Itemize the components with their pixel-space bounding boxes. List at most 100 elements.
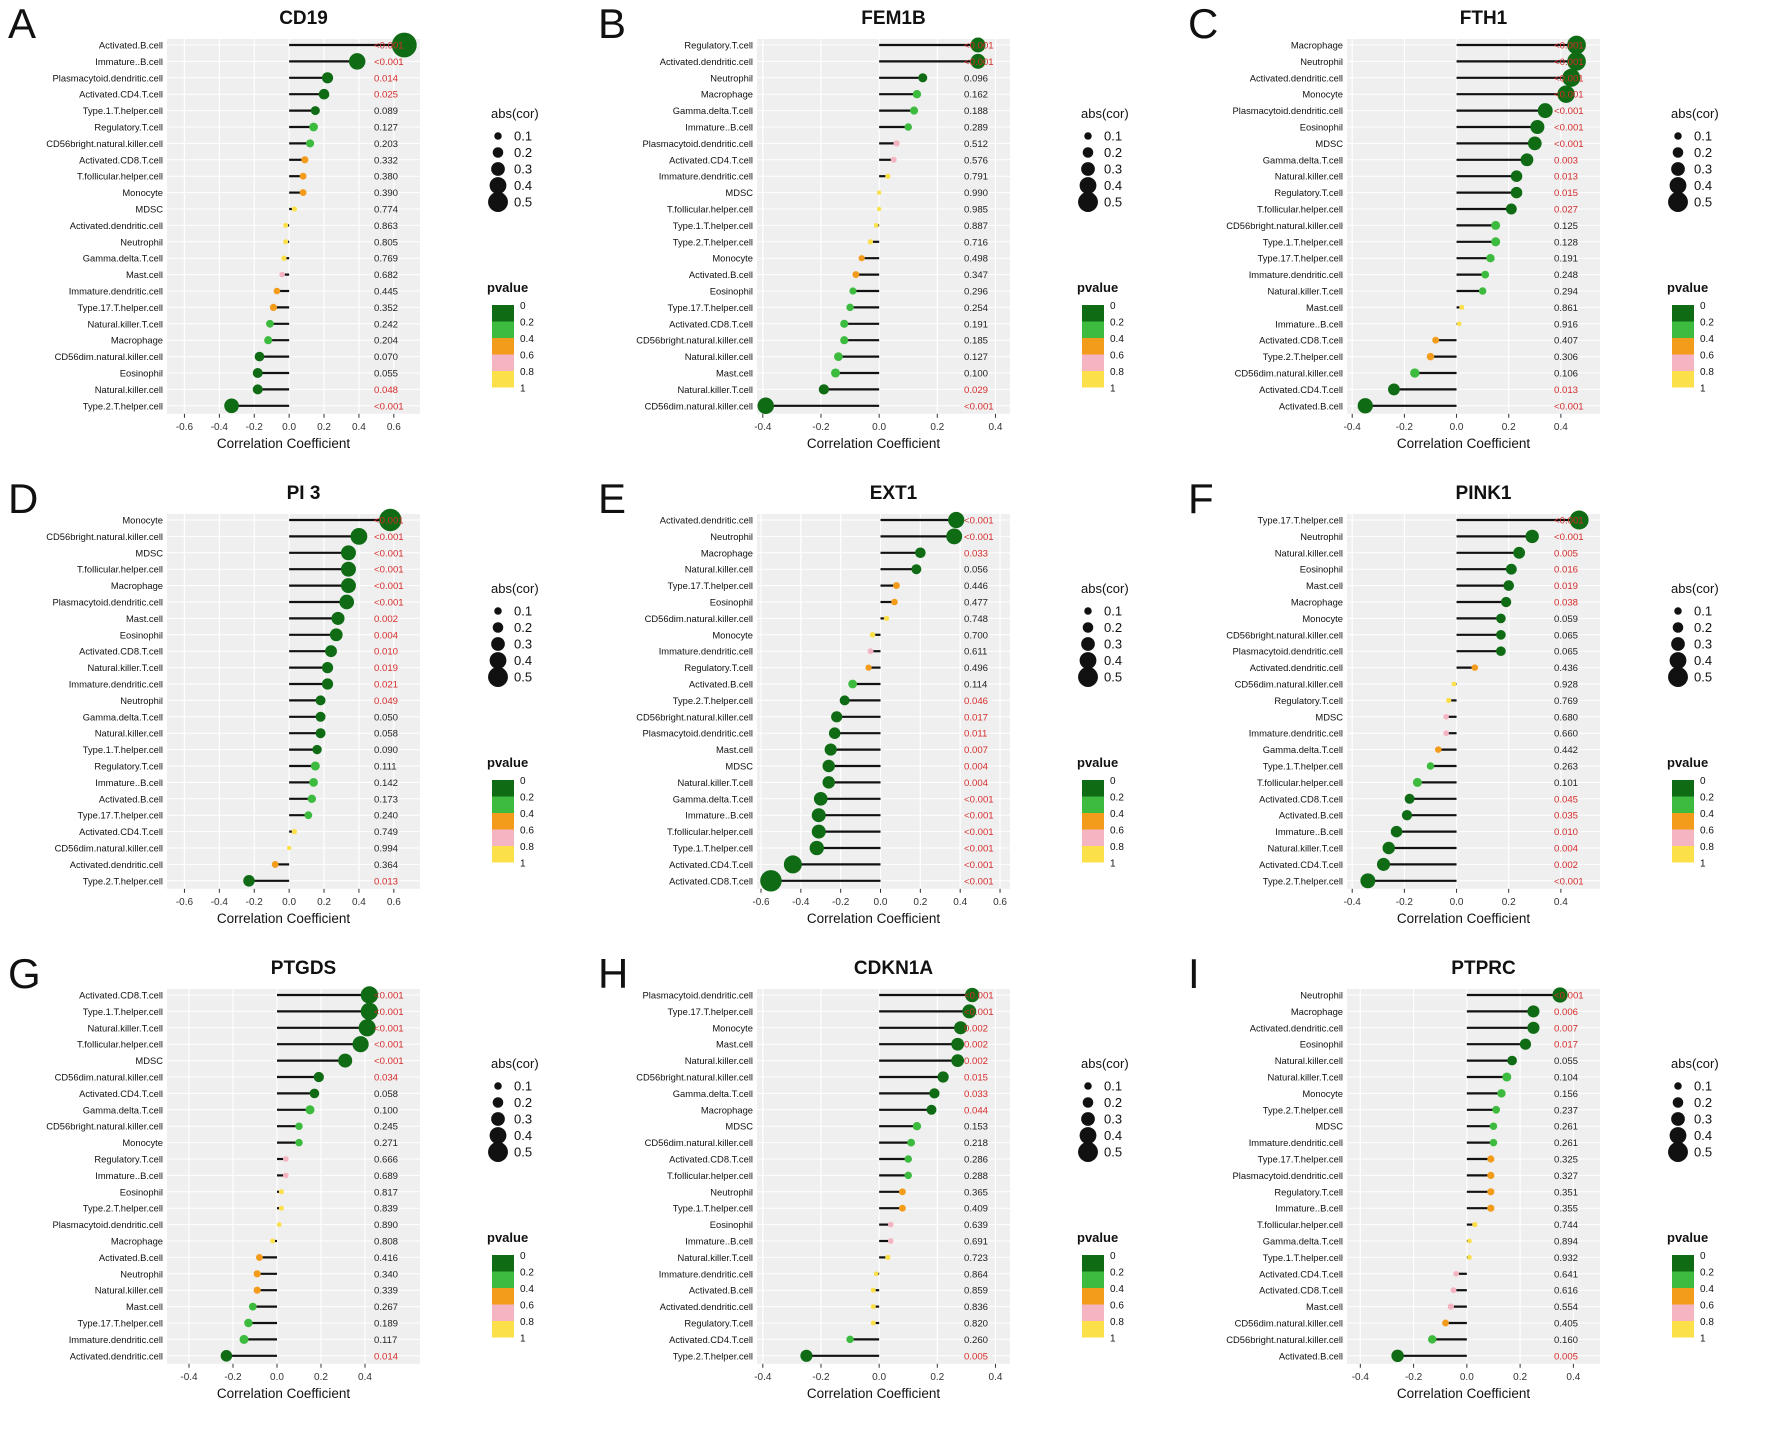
y-tick-label: CD56dim.natural.killer.cell <box>1235 368 1343 379</box>
pvalue-label: 0.035 <box>1554 811 1578 822</box>
pvalue-label: <0.001 <box>374 548 404 559</box>
x-tick-label: 0.0 <box>282 897 296 908</box>
x-tick-label: 0.4 <box>953 897 967 908</box>
size-legend-key <box>494 132 502 140</box>
lollipop-point <box>951 1054 965 1067</box>
lollipop-point <box>310 106 320 116</box>
lollipop-point <box>391 32 417 58</box>
pvalue-legend-label: 1 <box>1110 384 1116 395</box>
lollipop-point <box>873 1271 879 1277</box>
size-legend-key <box>1674 1082 1682 1090</box>
pvalue-label: <0.001 <box>964 516 994 527</box>
pvalue-legend-swatch <box>1672 371 1694 388</box>
lollipop-point <box>1500 596 1512 608</box>
pvalue-label: 0.045 <box>1554 794 1578 805</box>
pvalue-label: 0.017 <box>1554 1040 1578 1051</box>
y-tick-label: Type.2.T.helper.cell <box>1263 351 1343 362</box>
y-tick-label: Activated.CD8.T.cell <box>79 154 163 165</box>
lollipop-point <box>348 53 366 70</box>
y-tick-label: Mast.cell <box>716 368 753 379</box>
x-tick-label: -0.4 <box>1352 1372 1370 1383</box>
y-tick-label: Activated.B.cell <box>99 40 163 51</box>
pvalue-label: 0.002 <box>964 1056 988 1067</box>
lollipop-point <box>291 206 298 212</box>
y-tick-label: Activated.B.cell <box>99 1252 163 1263</box>
x-tick-label: 0.2 <box>1513 1372 1527 1383</box>
size-legend-label: 0.2 <box>1104 1095 1122 1110</box>
pvalue-legend-label: 0.6 <box>1110 1301 1124 1312</box>
pvalue-label: 0.774 <box>374 205 399 216</box>
pvalue-legend-title: pvalue <box>1667 755 1708 770</box>
lollipop-point <box>283 222 289 228</box>
pvalue-legend-swatch <box>1082 354 1104 371</box>
pvalue-label: 0.409 <box>964 1204 988 1215</box>
lollipop-point <box>870 1320 876 1326</box>
lollipop-point <box>1569 510 1589 530</box>
pvalue-label: 0.162 <box>964 90 988 101</box>
pvalue-label: <0.001 <box>374 598 404 609</box>
y-tick-label: Plasmacytoid.dendritic.cell <box>53 72 163 83</box>
y-tick-label: T.follicular.helper.cell <box>667 204 753 215</box>
panel-letter: H <box>598 950 628 997</box>
y-tick-label: Mast.cell <box>1306 1301 1343 1312</box>
lollipop-point <box>253 1270 261 1278</box>
pvalue-legend-label: 0.2 <box>520 318 534 329</box>
x-tick-label: -0.4 <box>1344 897 1362 908</box>
lollipop-point <box>252 368 263 378</box>
pvalue-label: 0.038 <box>1554 598 1578 609</box>
pvalue-label: <0.001 <box>1554 876 1584 887</box>
pvalue-label: 0.048 <box>374 385 398 396</box>
pvalue-label: 0.666 <box>374 1155 398 1166</box>
y-tick-label: Neutrophil <box>120 236 163 247</box>
lollipop-point <box>1390 825 1403 838</box>
y-tick-label: Neutrophil <box>120 695 163 706</box>
pvalue-legend-swatch <box>492 846 514 863</box>
lollipop-point <box>811 808 826 823</box>
size-legend-key <box>494 607 502 615</box>
pvalue-legend-swatch <box>492 305 514 322</box>
pvalue-label: 0.014 <box>374 73 399 84</box>
y-tick-label: Regulatory.T.cell <box>1274 1186 1343 1197</box>
pvalue-label: <0.001 <box>964 41 994 52</box>
lollipop-point <box>1497 1089 1506 1098</box>
lollipop-point <box>1505 203 1517 215</box>
y-tick-label: Immature.dendritic.cell <box>1249 728 1343 739</box>
pvalue-label: 0.380 <box>374 172 398 183</box>
y-tick-label: Immature..B.cell <box>1275 1203 1343 1214</box>
pvalue-label: 0.055 <box>374 369 398 380</box>
y-tick-label: Eosinophil <box>710 1219 753 1230</box>
lollipop-point <box>965 987 980 1003</box>
lollipop-point <box>1388 383 1400 396</box>
y-tick-label: CD56bright.natural.killer.cell <box>46 531 163 542</box>
pvalue-legend-label: 0.8 <box>1700 1317 1714 1328</box>
y-tick-label: Immature.dendritic.cell <box>659 1268 753 1279</box>
pvalue-legend-swatch <box>1082 813 1104 830</box>
pvalue-legend-swatch <box>1082 796 1104 813</box>
pvalue-legend-swatch <box>1672 829 1694 846</box>
pvalue-legend-label: 0.4 <box>1700 334 1714 345</box>
lollipop-point <box>1552 987 1568 1003</box>
pvalue-label: <0.001 <box>1554 41 1584 52</box>
y-tick-label: Gamma.delta.T.cell <box>673 793 753 804</box>
y-tick-label: Monocyte <box>122 515 163 526</box>
pvalue-label: <0.001 <box>1554 73 1584 84</box>
lollipop-point <box>1496 613 1506 624</box>
size-legend-key <box>1084 132 1092 140</box>
size-legend-key <box>1081 1112 1095 1126</box>
pvalue-label: 0.240 <box>374 811 398 822</box>
x-tick-label: 0.4 <box>1554 422 1568 433</box>
lollipop-point <box>282 1172 289 1179</box>
y-tick-label: Activated.CD4.T.cell <box>1259 1268 1343 1279</box>
x-axis-label: Correlation Coefficient <box>807 1386 941 1401</box>
lollipop-point <box>1360 873 1376 889</box>
y-tick-label: Eosinophil <box>710 286 753 297</box>
pvalue-legend-swatch <box>1082 1288 1104 1305</box>
size-legend-label: 0.2 <box>1694 620 1712 635</box>
lollipop-point <box>278 1205 284 1211</box>
y-tick-label: CD56dim.natural.killer.cell <box>55 351 163 362</box>
y-tick-label: Monocyte <box>1302 613 1343 624</box>
lollipop-point <box>1443 730 1449 737</box>
y-tick-label: Activated.dendritic.cell <box>660 1301 753 1312</box>
size-legend-label: 0.1 <box>1694 1079 1712 1094</box>
pvalue-label: 0.010 <box>1554 827 1578 838</box>
